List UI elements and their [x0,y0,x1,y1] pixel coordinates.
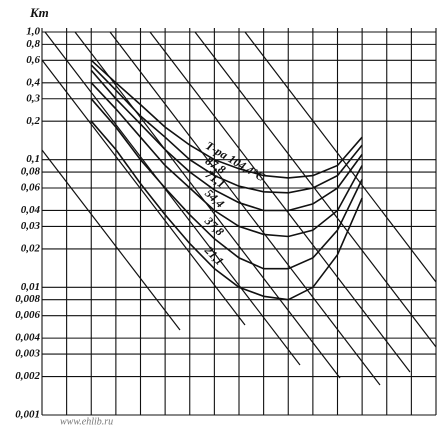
y-tick-label: 0,008 [15,293,40,305]
y-tick-label: 1,0 [26,26,40,38]
y-axis-label: Kт [29,5,49,20]
y-tick-label: 0,8 [26,38,40,50]
y-tick-label: 0,002 [15,370,40,382]
y-tick-label: 0,6 [26,54,40,66]
curve [90,98,363,270]
curve [90,120,363,301]
y-tick-label: 0,06 [21,182,41,194]
watermark: www.ehlib.ru [60,416,113,427]
y-tick-label: 0,08 [21,166,41,178]
y-tick-label: 0,004 [15,332,40,344]
curve [90,59,363,179]
y-tick-label: 0,3 [26,92,40,104]
y-tick-label: 0,4 [26,76,40,88]
y-tick-label: 0,04 [21,204,41,216]
y-tick-label: 0,1 [26,153,40,165]
y-tick-label: 0,02 [21,242,41,254]
curve [90,64,363,194]
curve [90,82,363,238]
nomogram-lines [41,31,437,386]
y-tick-label: 0,006 [15,309,40,321]
curve [90,69,363,212]
curve-label: 54,4 [202,186,227,210]
y-tick-label: 0,03 [21,220,41,232]
y-tick-label: 0,2 [26,115,40,127]
y-tick-label: 0,01 [21,281,40,293]
y-tick-label: 0,001 [15,409,40,421]
y-tick-label: 0,003 [15,348,40,360]
